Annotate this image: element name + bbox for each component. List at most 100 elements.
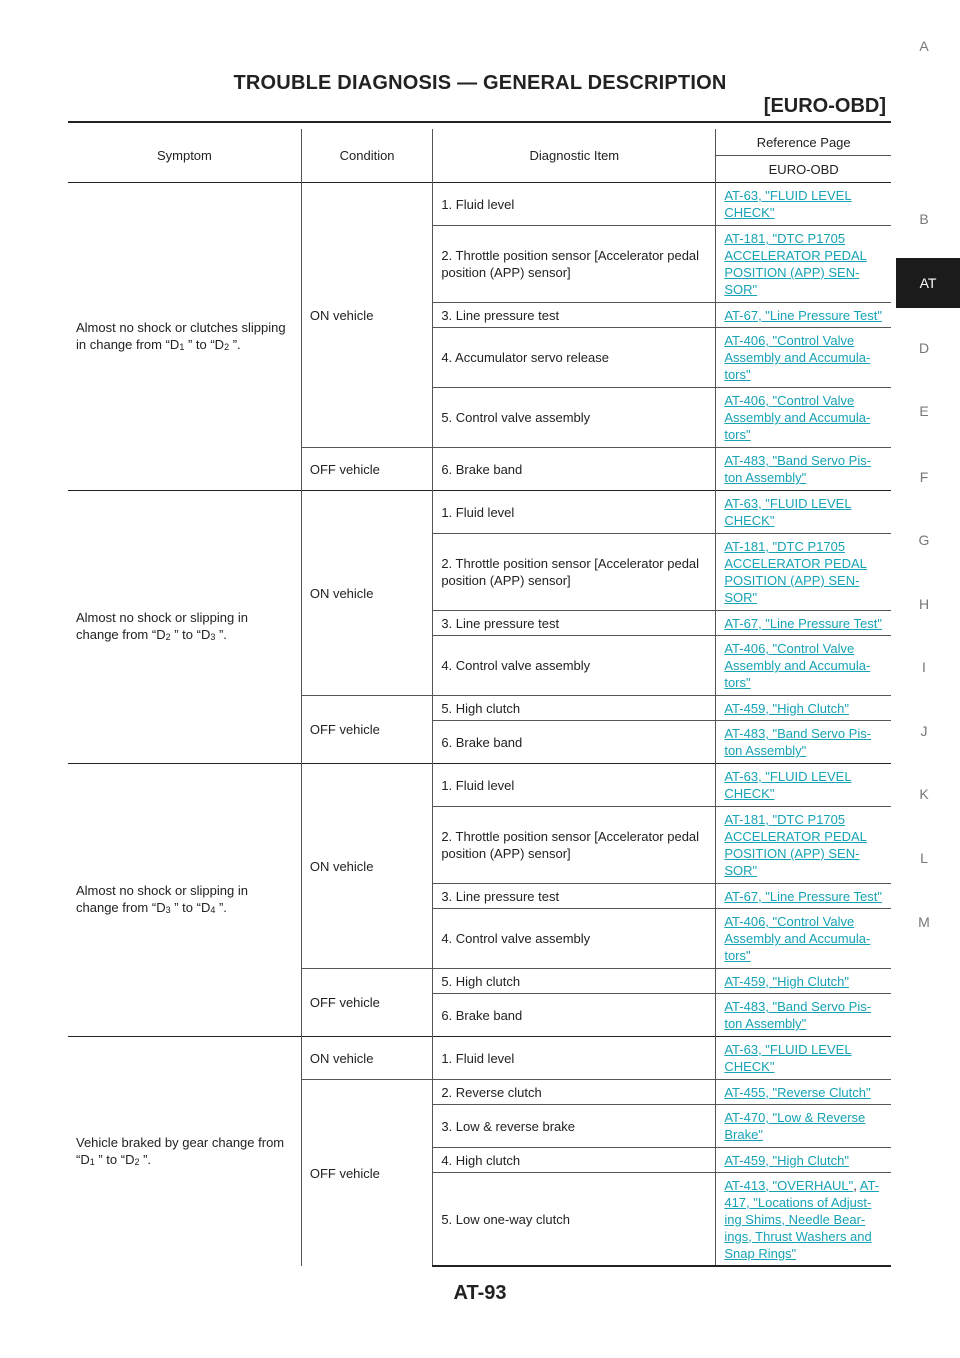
condition-cell: ON vehicle <box>300 490 433 696</box>
reference-link[interactable]: AT-63, "FLUID LEVEL CHECK" <box>724 188 852 220</box>
gear-subscript: 2 <box>134 1156 140 1167</box>
header-diagnostic-item: Diagnostic Item <box>432 129 716 183</box>
symptom-text: ” to “D <box>184 336 225 352</box>
diagnostic-item: 1. Fluid level <box>432 763 716 807</box>
section-subtitle: [EURO-OBD] <box>763 95 886 117</box>
gear-subscript: 3 <box>210 632 216 642</box>
side-tab-m[interactable]: M <box>918 914 930 930</box>
gear-subscript: 2 <box>224 341 230 352</box>
gear-subscript: 1 <box>89 1156 95 1167</box>
reference-link[interactable]: AT-470, "Low & Reverse Brake" <box>724 1110 866 1142</box>
diagnostic-item: 6. Brake band <box>432 720 716 764</box>
reference-link[interactable]: AT-406, "Control Valve Assembly and Accu… <box>724 393 871 442</box>
side-tab-j[interactable]: J <box>920 723 928 739</box>
side-tab-f[interactable]: F <box>919 469 929 485</box>
reference-separator: , <box>853 1177 860 1193</box>
header-rule <box>68 121 891 123</box>
page-title: TROUBLE DIAGNOSIS — GENERAL DESCRIPTION <box>233 72 727 94</box>
diagnostic-item: 6. Brake band <box>432 993 716 1037</box>
side-tab-d[interactable]: D <box>918 340 930 356</box>
reference-link[interactable]: AT-459, "High Clutch" <box>724 973 849 989</box>
side-tab-h[interactable]: H <box>918 596 930 612</box>
symptom-cell: Almost no shock or slipping in change fr… <box>68 490 302 764</box>
diagnostic-item: 5. High clutch <box>432 695 716 721</box>
condition-cell: OFF vehicle <box>300 1079 433 1266</box>
diagnostic-item: 2. Throttle position sensor [Accelerator… <box>432 533 716 611</box>
symptom-cell: Almost no shock or slipping in change fr… <box>68 763 302 1037</box>
diagnostic-item: 5. Control valve assembly <box>432 387 716 448</box>
symptom-text: ”. <box>215 627 227 642</box>
reference-link[interactable]: AT-406, "Control Valve Assembly and Accu… <box>724 914 871 963</box>
condition-cell: OFF vehicle <box>300 695 433 764</box>
side-tab-k[interactable]: K <box>919 786 929 802</box>
reference-link[interactable]: AT-181, "DTC P1705 ACCELERATOR PEDAL POS… <box>724 539 867 605</box>
condition-cell: ON vehicle <box>300 182 433 448</box>
diagnostic-item: 4. Control valve assembly <box>432 635 716 696</box>
side-tab-a[interactable]: A <box>919 38 929 54</box>
diagnostic-item: 4. Control valve assembly <box>432 908 716 969</box>
diagnostic-item: 3. Line pressure test <box>432 302 716 328</box>
symptom-text: ”. <box>139 1151 152 1167</box>
diagnostic-item: 4. High clutch <box>432 1147 716 1173</box>
symptom-cell: Vehicle braked by gear change from “D1 ”… <box>68 1036 302 1266</box>
reference-link[interactable]: AT-455, "Reverse Clutch" <box>724 1084 871 1100</box>
reference-link[interactable]: AT-63, "FLUID LEVEL CHECK" <box>724 1042 852 1074</box>
symptom-text: in change from “D <box>76 336 180 352</box>
diagnostic-item: 3. Low & reverse brake <box>432 1104 716 1148</box>
diagnostic-item: 3. Line pressure test <box>432 610 716 636</box>
diagnostic-item: 1. Fluid level <box>432 490 716 534</box>
diagnostic-item: 3. Line pressure test <box>432 883 716 909</box>
diagnosis-table: Symptom Condition Diagnostic Item Refere… <box>68 129 891 1267</box>
page-number: AT-93 <box>453 1282 507 1304</box>
reference-link[interactable]: AT-67, "Line Pressure Test" <box>724 888 882 904</box>
reference-link[interactable]: AT-67, "Line Pressure Test" <box>724 615 882 631</box>
diagnostic-item: 1. Fluid level <box>432 182 716 226</box>
reference-link[interactable]: AT-483, "Band Servo Pis-ton Assembly" <box>724 453 872 485</box>
diagnostic-item: 5. Low one-way clutch <box>432 1172 716 1267</box>
condition-cell: OFF vehicle <box>300 447 433 491</box>
reference-link[interactable]: AT-63, "FLUID LEVEL CHECK" <box>724 769 852 801</box>
symptom-text: Almost no shock or slipping in <box>76 610 248 625</box>
gear-subscript: 4 <box>210 905 216 915</box>
diagnostic-item: 2. Throttle position sensor [Accelerator… <box>432 806 716 884</box>
reference-link[interactable]: AT-181, "DTC P1705 ACCELERATOR PEDAL POS… <box>724 812 867 878</box>
symptom-cell: Almost no shock or clutches slipping in … <box>68 182 302 491</box>
diagnostic-item: 5. High clutch <box>432 968 716 994</box>
reference-link[interactable]: AT-67, "Line Pressure Test" <box>724 307 882 323</box>
reference-link[interactable]: AT-459, "High Clutch" <box>724 1152 849 1168</box>
symptom-text: ”. <box>229 336 241 352</box>
gear-subscript: 2 <box>165 632 171 642</box>
symptom-text: Vehicle braked by gear change from <box>76 1134 285 1150</box>
gear-subscript: 3 <box>165 905 171 915</box>
diagnostic-item: 2. Throttle position sensor [Accelerator… <box>432 225 716 303</box>
symptom-text: ”. <box>215 900 227 915</box>
reference-link[interactable]: AT-181, "DTC P1705 ACCELERATOR PEDAL POS… <box>724 231 867 297</box>
reference-link[interactable]: AT-406, "Control Valve Assembly and Accu… <box>724 641 871 690</box>
symptom-text: Almost no shock or slipping in <box>76 883 248 898</box>
diagnostic-item: 1. Fluid level <box>432 1036 716 1080</box>
reference-link[interactable]: AT-406, "Control Valve Assembly and Accu… <box>724 333 871 382</box>
side-tab-b[interactable]: B <box>919 211 929 227</box>
reference-link[interactable]: AT-483, "Band Servo Pis-ton Assembly" <box>724 726 872 758</box>
side-tab-at[interactable]: AT <box>896 258 960 308</box>
condition-cell: ON vehicle <box>300 1036 433 1080</box>
reference-link[interactable]: AT-417, "Locations of Adjust-ing Shims, … <box>724 1177 880 1261</box>
side-tab-i[interactable]: I <box>922 659 926 675</box>
header-symptom: Symptom <box>156 148 212 163</box>
symptom-text: ” to “D <box>94 1151 135 1167</box>
diagnostic-item: 2. Reverse clutch <box>432 1079 716 1105</box>
symptom-text: ” to “D <box>170 627 211 642</box>
header-condition: Condition <box>300 129 433 183</box>
diagnostic-item: 4. Accumulator servo release <box>432 327 716 388</box>
side-tab-e[interactable]: E <box>919 403 929 419</box>
reference-link[interactable]: AT-63, "FLUID LEVEL CHECK" <box>724 496 852 528</box>
side-tab-l[interactable]: L <box>920 850 928 866</box>
reference-link[interactable]: AT-413, "OVERHAUL" <box>724 1177 854 1193</box>
side-tab-g[interactable]: G <box>918 532 930 548</box>
gear-subscript: 1 <box>179 341 185 352</box>
reference-link[interactable]: AT-459, "High Clutch" <box>724 700 849 716</box>
reference-link[interactable]: AT-483, "Band Servo Pis-ton Assembly" <box>724 999 872 1031</box>
symptom-text: ” to “D <box>170 900 211 915</box>
condition-cell: ON vehicle <box>300 763 433 969</box>
header-euro-obd: EURO-OBD <box>715 155 891 183</box>
